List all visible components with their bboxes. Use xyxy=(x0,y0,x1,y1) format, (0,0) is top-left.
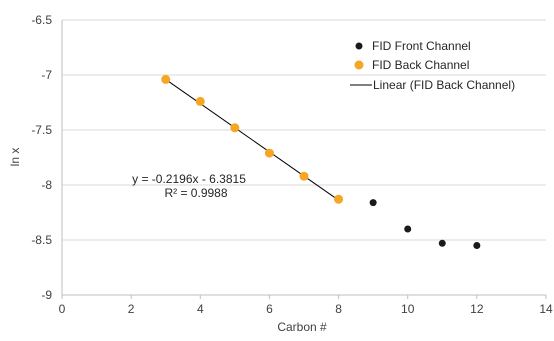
x-tick-label: 12 xyxy=(470,302,484,316)
front-channel-point-1 xyxy=(404,225,412,233)
front-channel-point-0 xyxy=(369,199,377,207)
y-tick-label: -7.5 xyxy=(31,123,52,137)
y-tick-label: -8.5 xyxy=(31,233,52,247)
x-tick-label: 14 xyxy=(539,302,553,316)
back-channel-point-2 xyxy=(230,123,240,133)
legend-marker-front xyxy=(355,42,363,50)
x-tick-label: 6 xyxy=(266,302,273,316)
y-tick-label: -6.5 xyxy=(31,13,52,27)
x-tick-label: 2 xyxy=(128,302,135,316)
x-tick-label: 4 xyxy=(197,302,204,316)
legend-marker-back xyxy=(354,60,364,70)
data-points xyxy=(161,74,481,249)
trendline-equation: y = -0.2196x - 6.3815 xyxy=(132,172,246,186)
back-channel-point-5 xyxy=(334,194,344,204)
trendline-group xyxy=(165,79,339,201)
back-channel-point-1 xyxy=(195,96,205,106)
y-axis-title: ln x xyxy=(8,148,22,167)
y-tick-labels: -6.5 -7 -7.5 -8 -8.5 -9 xyxy=(31,13,52,302)
x-tick-label: 10 xyxy=(401,302,415,316)
legend-label-back: FID Back Channel xyxy=(372,58,469,72)
trendline-r-squared: R² = 0.9988 xyxy=(164,186,227,200)
y-tick-label: -9 xyxy=(41,288,52,302)
x-axis-title: Carbon # xyxy=(277,320,327,334)
back-channel-point-4 xyxy=(299,171,309,181)
legend: FID Front Channel FID Back Channel Linea… xyxy=(350,39,515,92)
x-tick-label: 8 xyxy=(335,302,342,316)
axes xyxy=(61,20,547,299)
gridlines xyxy=(62,19,546,296)
front-channel-point-2 xyxy=(438,239,446,247)
back-channel-point-3 xyxy=(264,148,274,158)
y-tick-label: -7 xyxy=(41,68,52,82)
front-channel-point-3 xyxy=(473,242,481,249)
y-tick-label: -8 xyxy=(41,178,52,192)
back-channel-point-0 xyxy=(161,74,171,84)
x-tick-labels: 0 2 4 6 8 10 12 14 xyxy=(59,302,553,316)
trendline xyxy=(165,79,339,201)
x-tick-label: 0 xyxy=(59,302,66,316)
legend-label-trend: Linear (FID Back Channel) xyxy=(373,78,515,92)
legend-label-front: FID Front Channel xyxy=(372,39,471,53)
